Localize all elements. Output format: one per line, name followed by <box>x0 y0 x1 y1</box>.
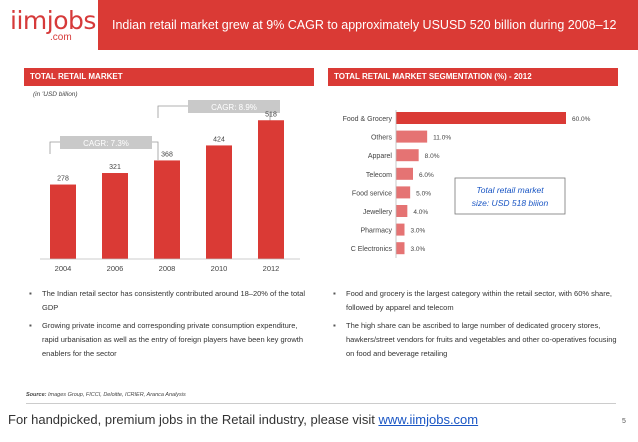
bar-2006 <box>102 173 128 259</box>
segment-value-label: 3.0% <box>411 228 426 235</box>
page-number: 5 <box>622 418 626 425</box>
logo-text: iimjobs <box>10 6 96 35</box>
category-label: Food service <box>352 190 392 197</box>
bullet-item: The Indian retail sector has consistentl… <box>28 287 316 315</box>
bar-value-label: 518 <box>265 111 277 118</box>
callout: Total retail market size: USD 518 biiion <box>454 177 566 215</box>
callout-text-line-1: Total retail market <box>476 185 544 195</box>
segment-value-label: 4.0% <box>413 209 428 216</box>
x-tick-label: 2004 <box>55 264 72 273</box>
x-tick-label: 2012 <box>263 264 280 273</box>
segment-bar <box>396 130 428 143</box>
left-section-title: TOTAL RETAIL MARKET <box>24 68 314 86</box>
cagr-label-2: CAGR: 8.9% <box>211 103 257 112</box>
bullet-item: Food and grocery is the largest category… <box>332 287 622 315</box>
bar-value-label: 424 <box>213 136 225 143</box>
total-retail-market-chart: CAGR: 7.3% CAGR: 8.9% 278 321 368 424 518 20… <box>40 100 300 273</box>
bullet-item: The high share can be ascribed to large … <box>332 319 622 361</box>
cagr-annotations: CAGR: 7.3% CAGR: 8.9% <box>49 100 280 160</box>
source-label: Source: <box>26 392 47 398</box>
unit-note: (in 'USD billion) <box>33 91 78 98</box>
bar-value-label: 368 <box>161 151 173 158</box>
source-note: Source: Images Group, FICCI, Deloitte, I… <box>26 392 186 398</box>
segment-bar <box>396 186 411 199</box>
page-title: Indian retail market grew at 9% CAGR to … <box>98 0 638 50</box>
callout-box <box>454 177 566 215</box>
segment-bar <box>396 223 405 236</box>
right-section-title: TOTAL RETAIL MARKET SEGMENTATION (%) - 2… <box>328 68 618 86</box>
logo[interactable]: iimjobs .com <box>0 0 98 50</box>
bar-value-label: 278 <box>57 176 69 183</box>
category-label: Jewellery <box>363 209 393 216</box>
segment-bar <box>396 242 405 255</box>
footer-link[interactable]: www.iimjobs.com <box>378 412 479 427</box>
category-label: Apparel <box>368 153 393 160</box>
bar-2010 <box>206 145 232 259</box>
segmentation-chart: Food & Grocery 60.0% Others 11.0% Apparel 8.0… <box>343 110 591 258</box>
bar-value-label: 321 <box>109 164 121 171</box>
callout-text-line-2: size: USD 518 biiion <box>472 198 549 208</box>
segment-bar <box>396 112 566 124</box>
footer-text: For handpicked, premium jobs in the Reta… <box>8 412 379 427</box>
category-label: Food & Grocery <box>343 116 393 123</box>
cagr-label-1: CAGR: 7.3% <box>83 139 129 148</box>
segment-bar <box>396 205 408 217</box>
left-bullet-list: The Indian retail sector has consistentl… <box>28 287 316 365</box>
header: iimjobs .com Indian retail market grew a… <box>0 0 638 50</box>
category-label: Telecom <box>366 172 392 179</box>
cagr-label-box-1 <box>60 136 152 149</box>
footer: For handpicked, premium jobs in the Reta… <box>8 412 478 427</box>
bar-2012 <box>258 120 284 259</box>
segment-value-label: 5.0% <box>416 190 431 197</box>
segment-value-label: 3.0% <box>411 246 426 253</box>
source-text: Images Group, FICCI, Deloitte, ICRIER, A… <box>48 392 186 398</box>
right-bullet-list: Food and grocery is the largest category… <box>332 287 622 365</box>
category-label: Others <box>371 135 393 142</box>
segment-value-label: 8.0% <box>425 153 440 160</box>
x-tick-label: 2006 <box>107 264 124 273</box>
cagr-label-box-2 <box>188 100 280 113</box>
footer-divider <box>26 403 616 404</box>
segment-bar <box>396 167 413 180</box>
bullet-item: Growing private income and corresponding… <box>28 319 316 361</box>
segment-value-label: 6.0% <box>419 172 434 179</box>
x-tick-label: 2010 <box>211 264 228 273</box>
segment-value-label: 60.0% <box>572 116 591 123</box>
bar-2004 <box>50 184 76 259</box>
logo-domain: .com <box>50 32 72 43</box>
x-tick-label: 2008 <box>159 264 176 273</box>
segment-value-label: 11.0% <box>433 135 451 142</box>
segment-bar <box>396 149 419 162</box>
category-label: Pharmacy <box>360 228 392 235</box>
bar-2008 <box>154 160 180 259</box>
category-label: C Electronics <box>351 246 393 253</box>
